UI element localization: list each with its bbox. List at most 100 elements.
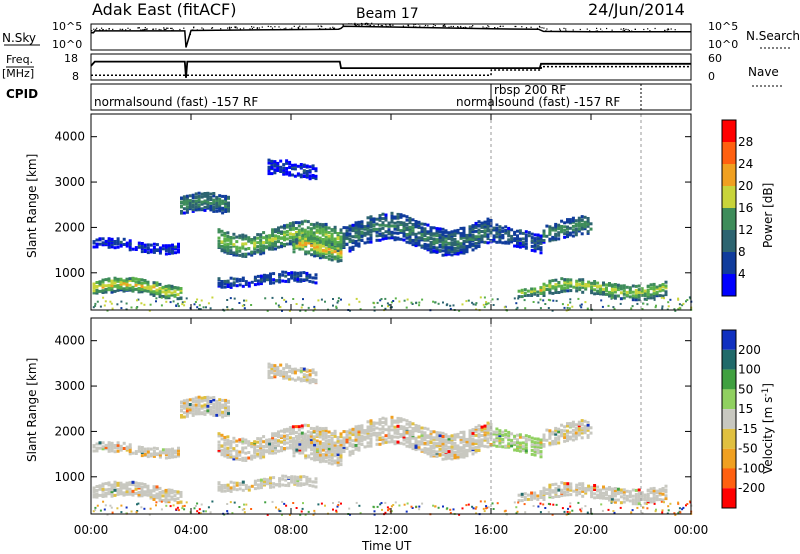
velocity-cell [336, 458, 340, 462]
velocity-cell [95, 449, 99, 453]
power-cell [384, 236, 388, 240]
noise-point [500, 25, 502, 27]
velocity-cell [110, 447, 114, 451]
power-cell [336, 301, 339, 304]
velocity-cell [411, 447, 415, 451]
velocity-cell [173, 494, 177, 498]
power-cell [302, 169, 306, 173]
power-cell [435, 238, 439, 242]
velocity-cell [212, 402, 216, 406]
velocity-cell [524, 434, 528, 438]
velocity-cell [122, 491, 126, 495]
velocity-cell [489, 434, 493, 438]
power-cell [369, 220, 373, 224]
power-cell [327, 251, 331, 254]
noise-point [361, 24, 363, 26]
velocity-cell [232, 440, 236, 444]
power-cell [339, 239, 343, 243]
power-cell [227, 204, 230, 208]
power-cell [549, 299, 552, 302]
velocity-cell [288, 366, 292, 370]
velocity-cell [453, 435, 457, 439]
power-cell [113, 281, 117, 285]
velocity-cell [390, 510, 393, 513]
power-cell [291, 163, 294, 167]
power-cell [309, 222, 313, 226]
power-cell [426, 223, 430, 227]
velocity-cell [309, 445, 313, 449]
velocity-cell [304, 448, 308, 452]
velocity-cell [327, 430, 331, 434]
velocity-cell [369, 434, 373, 438]
velocity-cell [613, 494, 617, 498]
power-cell [270, 166, 274, 169]
velocity-cell [580, 431, 584, 435]
power-cell [399, 229, 403, 233]
velocity-cell [330, 436, 334, 440]
velocity-cell [233, 501, 236, 504]
power-cell [196, 306, 199, 309]
noise-point [361, 23, 363, 25]
power-cell [453, 234, 457, 237]
noise-point [140, 29, 142, 31]
velocity-cell [287, 476, 291, 479]
velocity-cell [450, 454, 454, 457]
power-cell [327, 238, 331, 242]
power-cell [465, 240, 469, 244]
power-cell [284, 279, 288, 283]
power-cell [125, 283, 129, 287]
power-cell [155, 243, 159, 247]
power-cell [215, 202, 219, 205]
velocity-cell [453, 441, 457, 445]
velocity-cell [462, 443, 466, 447]
velocity-cell [444, 447, 448, 451]
velocity-cell [587, 484, 591, 488]
velocity-cell [566, 431, 569, 435]
power-cell [302, 271, 306, 275]
power-cell [518, 231, 522, 235]
power-cell [375, 234, 379, 238]
power-cell [348, 232, 352, 236]
power-cell [327, 244, 331, 248]
power-cell [318, 256, 322, 260]
power-cell [351, 247, 355, 251]
noise-point [543, 27, 545, 29]
power-cell [244, 247, 248, 251]
velocity-cell [516, 438, 519, 442]
velocity-cell [302, 375, 306, 378]
velocity-cb-tick: 50 [738, 382, 753, 396]
velocity-cell [146, 488, 150, 492]
velocity-cell [333, 432, 337, 435]
power-cell [384, 216, 388, 220]
velocity-cell [279, 363, 283, 367]
velocity-cell [107, 481, 111, 485]
power-cell [185, 202, 189, 206]
power-cell [342, 232, 346, 236]
ytick-label: 2000 [54, 424, 85, 438]
velocity-cell [200, 396, 204, 400]
power-cell [408, 216, 412, 220]
noise-point [291, 27, 293, 29]
power-cell [622, 284, 626, 288]
velocity-cell [302, 482, 306, 486]
power-cell [520, 291, 524, 294]
power-cell [432, 241, 436, 245]
power-cell [571, 234, 575, 238]
velocity-cell [607, 508, 610, 511]
velocity-cb-tick: -50 [738, 442, 758, 456]
power-cell [92, 245, 96, 249]
power-cell [438, 249, 442, 253]
power-cell [613, 307, 616, 310]
noise-point [249, 28, 251, 30]
power-cell [333, 246, 337, 250]
velocity-cell [116, 488, 120, 492]
velocity-cell [563, 439, 567, 443]
velocity-cell [554, 491, 558, 495]
velocity-cell [140, 506, 143, 509]
power-cell [131, 279, 135, 283]
noise-point [472, 25, 474, 27]
velocity-cell [318, 426, 322, 430]
power-cell [348, 234, 352, 238]
power-cell [318, 246, 322, 250]
power-cell [613, 290, 617, 294]
